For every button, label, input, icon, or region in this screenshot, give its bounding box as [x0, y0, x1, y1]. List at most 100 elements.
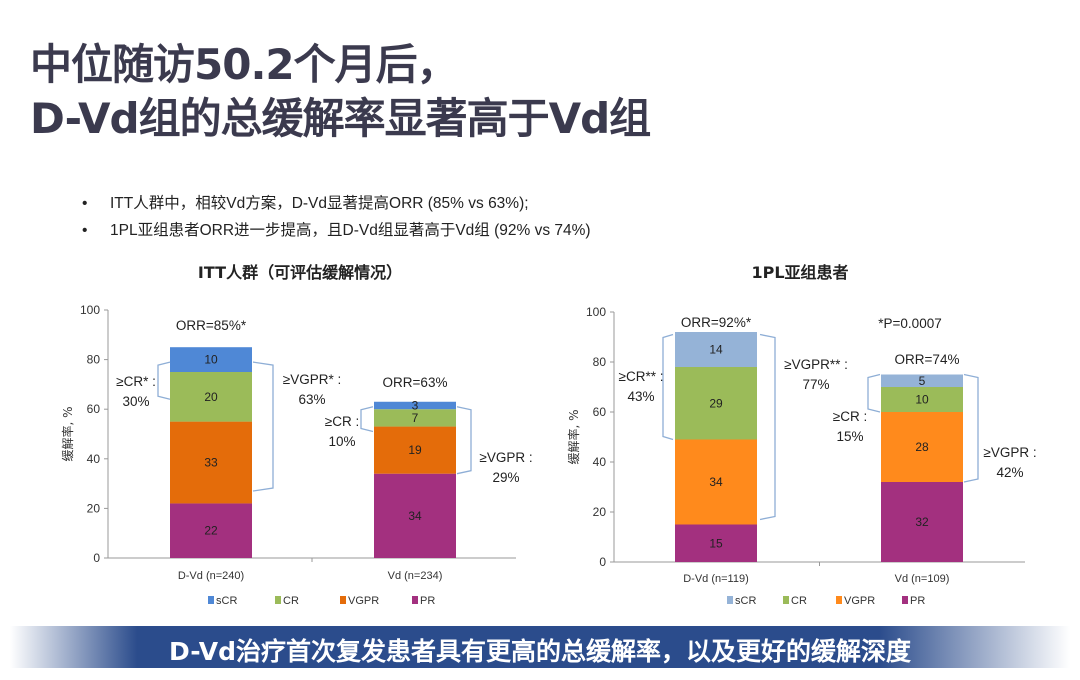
- p-value-label: *P=0.0007: [878, 316, 942, 331]
- y-tick-label: 80: [593, 355, 607, 369]
- data-label: 15: [709, 536, 723, 550]
- legend-label-scr: sCR: [735, 595, 756, 607]
- bracket: [662, 333, 674, 441]
- y-tick-label: 60: [87, 402, 101, 416]
- orr-label: ORR=85%*: [175, 318, 247, 333]
- y-tick-label: 60: [593, 405, 607, 419]
- legend-swatch-cr: [783, 596, 789, 604]
- bracket: [157, 361, 171, 400]
- data-label: 34: [408, 509, 422, 523]
- cr-annotation: ≥CR** : 43%: [619, 367, 664, 407]
- y-tick-label: 40: [593, 455, 607, 469]
- legend-label-cr: CR: [283, 595, 299, 607]
- cr-annotation: ≥CR : 10%: [325, 412, 359, 452]
- bracket: [360, 406, 374, 433]
- cr-annotation: ≥CR* : 30%: [116, 372, 156, 412]
- cr-value: 15%: [836, 429, 864, 444]
- orr-label: ORR=63%: [382, 375, 448, 390]
- legend-swatch-scr: [208, 596, 214, 604]
- bullet-list: ITT人群中，相较Vd方案，D-Vd显著提高ORR (85% vs 63%); …: [82, 190, 591, 244]
- bar-segment-scr: [374, 401, 456, 410]
- bar-segment-pr: [170, 503, 252, 558]
- data-label: 34: [709, 475, 723, 489]
- legend-swatch-pr: [902, 596, 908, 604]
- vgpr-label: ≥VGPR :: [983, 445, 1037, 460]
- title-line-2: D-Vd组的总缓解率显著高于Vd组: [30, 94, 651, 143]
- bracket: [867, 373, 881, 413]
- vgpr-annotation: ≥VGPR** : 77%: [784, 355, 848, 395]
- data-label: 10: [204, 353, 218, 367]
- bar-segment-vgpr: [881, 412, 963, 482]
- cr-label: ≥CR :: [324, 414, 360, 429]
- legend-label-vgpr: VGPR: [348, 595, 379, 607]
- category-label: Vd (n=234): [388, 570, 443, 582]
- cr-annotation: ≥CR : 15%: [833, 407, 867, 447]
- data-label: 7: [412, 411, 419, 425]
- bar-segment-cr: [675, 367, 757, 440]
- slide-title: 中位随访50.2个月后， D-Vd组的总缓解率显著高于Vd组: [30, 38, 651, 146]
- vgpr-label: ≥VGPR :: [479, 450, 533, 465]
- data-label: 20: [204, 390, 218, 404]
- bar-segment-vgpr: [675, 439, 757, 525]
- bar-segment-pr: [881, 482, 963, 562]
- vgpr-value: 29%: [492, 470, 520, 485]
- bar-segment-pr: [374, 473, 456, 558]
- y-tick-label: 20: [87, 501, 101, 515]
- legend-swatch-scr: [727, 596, 733, 604]
- legend-swatch-vgpr: [836, 596, 842, 604]
- bracket: [963, 373, 979, 483]
- y-axis-label: 缓解率, %: [60, 406, 75, 461]
- cr-label: ≥CR** :: [618, 369, 664, 384]
- vgpr-label: ≥VGPR* :: [282, 372, 342, 387]
- legend-label-pr: PR: [910, 595, 925, 607]
- legend-label-scr: sCR: [216, 595, 237, 607]
- vgpr-value: 42%: [996, 465, 1024, 480]
- vgpr-label: ≥VGPR** :: [784, 357, 848, 372]
- cr-label: ≥CR :: [832, 409, 868, 424]
- bar-segment-scr: [170, 347, 252, 372]
- vgpr-annotation: ≥VGPR : 42%: [983, 443, 1036, 483]
- cr-label: ≥CR* :: [116, 374, 156, 389]
- data-label: 22: [204, 524, 218, 538]
- y-tick-label: 20: [593, 505, 607, 519]
- cr-value: 10%: [328, 434, 356, 449]
- data-label: 19: [408, 443, 422, 457]
- vgpr-annotation: ≥VGPR : 29%: [479, 448, 532, 488]
- bracket: [456, 406, 472, 475]
- cr-value: 30%: [122, 394, 150, 409]
- y-axis-label: 缓解率, %: [566, 409, 581, 464]
- conclusion-banner: D-Vd治疗首次复发患者具有更高的总缓解率，以及更好的缓解深度: [10, 626, 1070, 668]
- legend-label-pr: PR: [420, 595, 435, 607]
- bullet-item: 1PL亚组患者ORR进一步提高，且D-Vd组显著高于Vd组 (92% vs 74…: [82, 217, 591, 244]
- data-label: 32: [915, 515, 929, 529]
- vgpr-value: 77%: [802, 377, 830, 392]
- category-label: Vd (n=109): [895, 573, 950, 585]
- bar-segment-cr: [374, 409, 456, 427]
- y-tick-label: 100: [80, 303, 100, 317]
- orr-label: ORR=92%*: [680, 315, 752, 330]
- y-tick-label: 0: [599, 555, 606, 569]
- y-tick-label: 100: [586, 305, 606, 319]
- vgpr-value: 63%: [298, 392, 326, 407]
- data-label: 14: [709, 343, 723, 357]
- bar-segment-pr: [675, 524, 757, 562]
- category-label: D-Vd (n=119): [683, 573, 749, 585]
- category-label: D-Vd (n=240): [178, 570, 244, 582]
- bullet-item: ITT人群中，相较Vd方案，D-Vd显著提高ORR (85% vs 63%);: [82, 190, 591, 217]
- vgpr-annotation: ≥VGPR* : 63%: [283, 370, 341, 410]
- data-label: 10: [915, 393, 929, 407]
- legend-swatch-pr: [412, 596, 418, 604]
- orr-label: ORR=74%: [894, 352, 960, 367]
- data-label: 28: [915, 440, 929, 454]
- chart-title-itt: ITT人群（可评估缓解情况）: [197, 263, 403, 282]
- data-label: 33: [204, 456, 218, 470]
- bar-segment-scr: [881, 374, 963, 387]
- y-tick-label: 80: [87, 353, 101, 367]
- bracket: [759, 333, 776, 521]
- banner-text: D-Vd治疗首次复发患者具有更高的总缓解率，以及更好的缓解深度: [168, 637, 912, 666]
- legend-label-cr: CR: [791, 595, 807, 607]
- bar-segment-scr: [675, 332, 757, 367]
- legend-swatch-vgpr: [340, 596, 346, 604]
- title-line-1: 中位随访50.2个月后，: [30, 40, 459, 89]
